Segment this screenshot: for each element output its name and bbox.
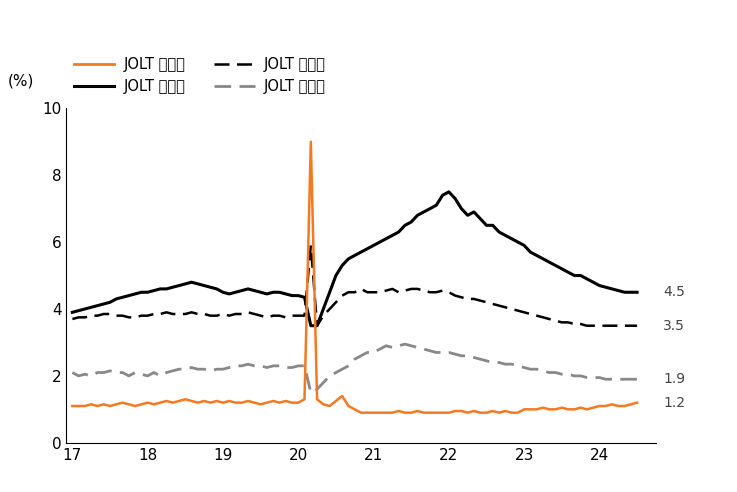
Text: 1.9: 1.9	[663, 372, 685, 386]
Text: (%): (%)	[7, 74, 34, 89]
Legend: JOLT 해고율, JOLT 취업률, JOLT 고용률, JOLT 퇴직률: JOLT 해고율, JOLT 취업률, JOLT 고용률, JOLT 퇴직률	[74, 57, 326, 94]
Text: 4.5: 4.5	[663, 285, 685, 299]
Text: 1.2: 1.2	[663, 396, 685, 410]
Text: 3.5: 3.5	[663, 319, 685, 333]
